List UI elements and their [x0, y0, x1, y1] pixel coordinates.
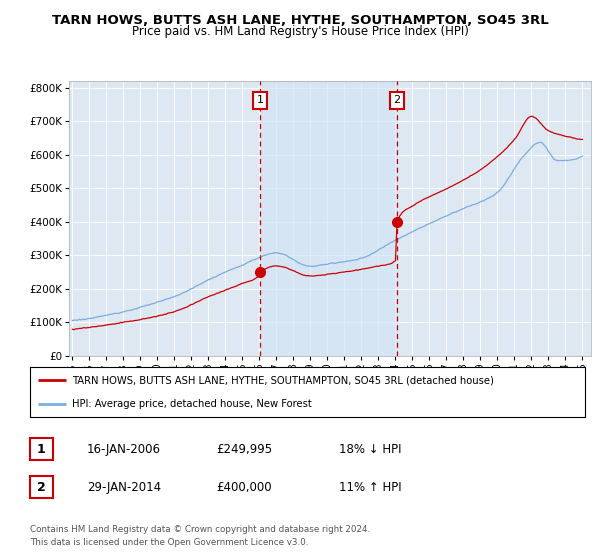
Text: TARN HOWS, BUTTS ASH LANE, HYTHE, SOUTHAMPTON, SO45 3RL: TARN HOWS, BUTTS ASH LANE, HYTHE, SOUTHA…	[52, 14, 548, 27]
Text: TARN HOWS, BUTTS ASH LANE, HYTHE, SOUTHAMPTON, SO45 3RL (detached house): TARN HOWS, BUTTS ASH LANE, HYTHE, SOUTHA…	[71, 375, 493, 385]
Text: Contains HM Land Registry data © Crown copyright and database right 2024.
This d: Contains HM Land Registry data © Crown c…	[30, 525, 370, 547]
Text: HPI: Average price, detached house, New Forest: HPI: Average price, detached house, New …	[71, 399, 311, 409]
Text: 2: 2	[37, 480, 46, 494]
Text: 2: 2	[393, 95, 400, 105]
Text: 1: 1	[37, 442, 46, 456]
Text: 18% ↓ HPI: 18% ↓ HPI	[339, 442, 401, 456]
Bar	[260, 81, 397, 356]
Text: £249,995: £249,995	[216, 442, 272, 456]
Text: 16-JAN-2006: 16-JAN-2006	[87, 442, 161, 456]
Text: 11% ↑ HPI: 11% ↑ HPI	[339, 480, 401, 494]
Text: Price paid vs. HM Land Registry's House Price Index (HPI): Price paid vs. HM Land Registry's House …	[131, 25, 469, 38]
Text: 1: 1	[257, 95, 263, 105]
Text: 29-JAN-2014: 29-JAN-2014	[87, 480, 161, 494]
Text: £400,000: £400,000	[216, 480, 272, 494]
